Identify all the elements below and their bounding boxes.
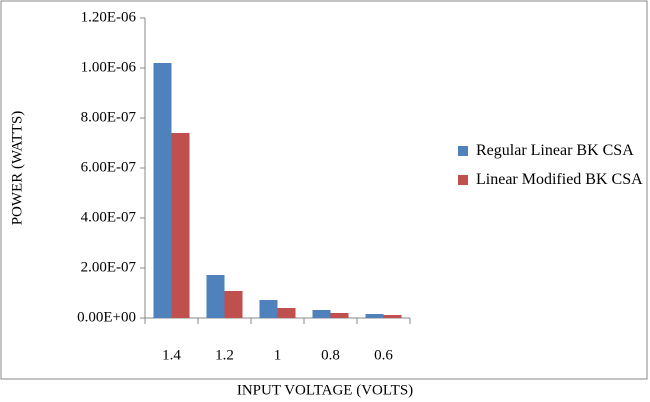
x-tick-label: 0.8 — [321, 347, 340, 363]
y-axis-label: POWER (WATTS) — [9, 111, 25, 226]
legend-label: Regular Linear BK CSA — [476, 142, 634, 159]
y-tick-label: 0.00E+00 — [77, 309, 136, 325]
legend: Regular Linear BK CSA Linear Modified BK … — [458, 140, 648, 198]
legend-swatch — [458, 146, 468, 156]
bar — [153, 63, 172, 318]
legend-item: Linear Modified BK CSA — [458, 169, 648, 190]
bar — [259, 300, 278, 318]
y-tick-label: 1.20E-06 — [81, 9, 137, 25]
y-tick-label: 2.00E-07 — [81, 259, 137, 275]
legend-item: Regular Linear BK CSA — [458, 140, 648, 161]
legend-swatch — [458, 175, 468, 185]
y-tick-label: 1.00E-06 — [81, 59, 137, 75]
bar — [312, 310, 331, 318]
x-axis-label: INPUT VOLTAGE (VOLTS) — [237, 382, 413, 398]
bar — [383, 315, 402, 318]
bar — [365, 314, 384, 318]
bar — [206, 275, 225, 318]
bar — [171, 133, 190, 318]
legend-label: Linear Modified BK CSA — [476, 171, 643, 188]
bar — [330, 313, 349, 318]
bar — [224, 291, 243, 318]
x-tick-label: 1 — [274, 347, 282, 363]
y-tick-label: 6.00E-07 — [81, 159, 137, 175]
x-tick-label: 1.4 — [162, 347, 181, 363]
y-tick-label: 4.00E-07 — [81, 209, 137, 225]
chart-border — [0, 0, 648, 380]
bar — [277, 308, 296, 318]
y-tick-label: 8.00E-07 — [81, 109, 137, 125]
x-tick-label: 1.2 — [215, 347, 234, 363]
x-tick-label: 0.6 — [374, 347, 393, 363]
